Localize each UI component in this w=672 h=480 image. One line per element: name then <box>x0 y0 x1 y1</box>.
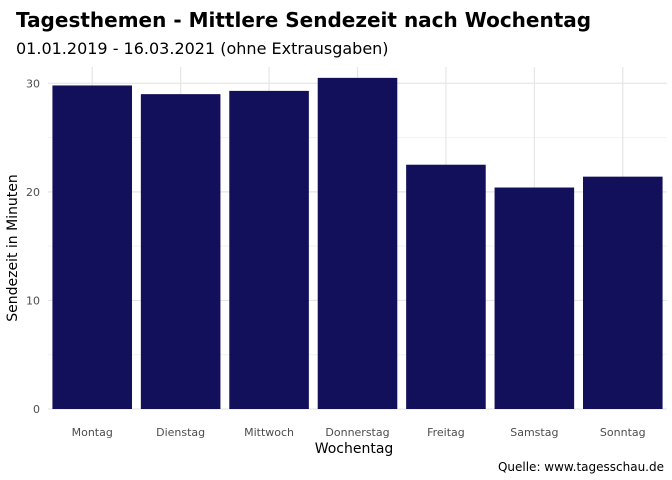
bar-montag <box>52 85 133 409</box>
chart-title: Tagesthemen - Mittlere Sendezeit nach Wo… <box>16 8 591 32</box>
bar-sonntag <box>582 176 663 409</box>
x-tick-label: Montag <box>72 426 113 439</box>
bars <box>52 77 663 410</box>
x-axis-ticks: Montag Dienstag Mittwoch Donnerstag Freitag S… <box>72 426 646 439</box>
x-tick-label: Mittwoch <box>244 426 294 439</box>
x-tick-label: Donnerstag <box>325 426 389 439</box>
x-tick-label: Sonntag <box>600 426 646 439</box>
x-tick-label: Samstag <box>510 426 558 439</box>
x-tick-label: Dienstag <box>156 426 205 439</box>
x-axis-label: Wochentag <box>315 441 394 457</box>
bar-donnerstag <box>317 77 398 409</box>
bar-freitag <box>406 164 486 409</box>
bar-mittwoch <box>229 90 309 409</box>
y-axis-label: Sendezeit in Minuten <box>5 174 21 322</box>
y-axis-ticks: 0 10 20 30 <box>26 77 40 416</box>
bar-dienstag <box>140 94 221 410</box>
y-tick-label: 0 <box>33 403 40 416</box>
y-tick-label: 20 <box>26 186 40 199</box>
x-tick-label: Freitag <box>427 426 465 439</box>
y-tick-label: 10 <box>26 294 40 307</box>
chart-subtitle: 01.01.2019 - 16.03.2021 (ohne Extrausgab… <box>16 39 389 58</box>
y-tick-label: 30 <box>26 77 40 90</box>
bar-samstag <box>494 187 575 409</box>
source-caption: Quelle: www.tagesschau.de <box>498 460 664 474</box>
